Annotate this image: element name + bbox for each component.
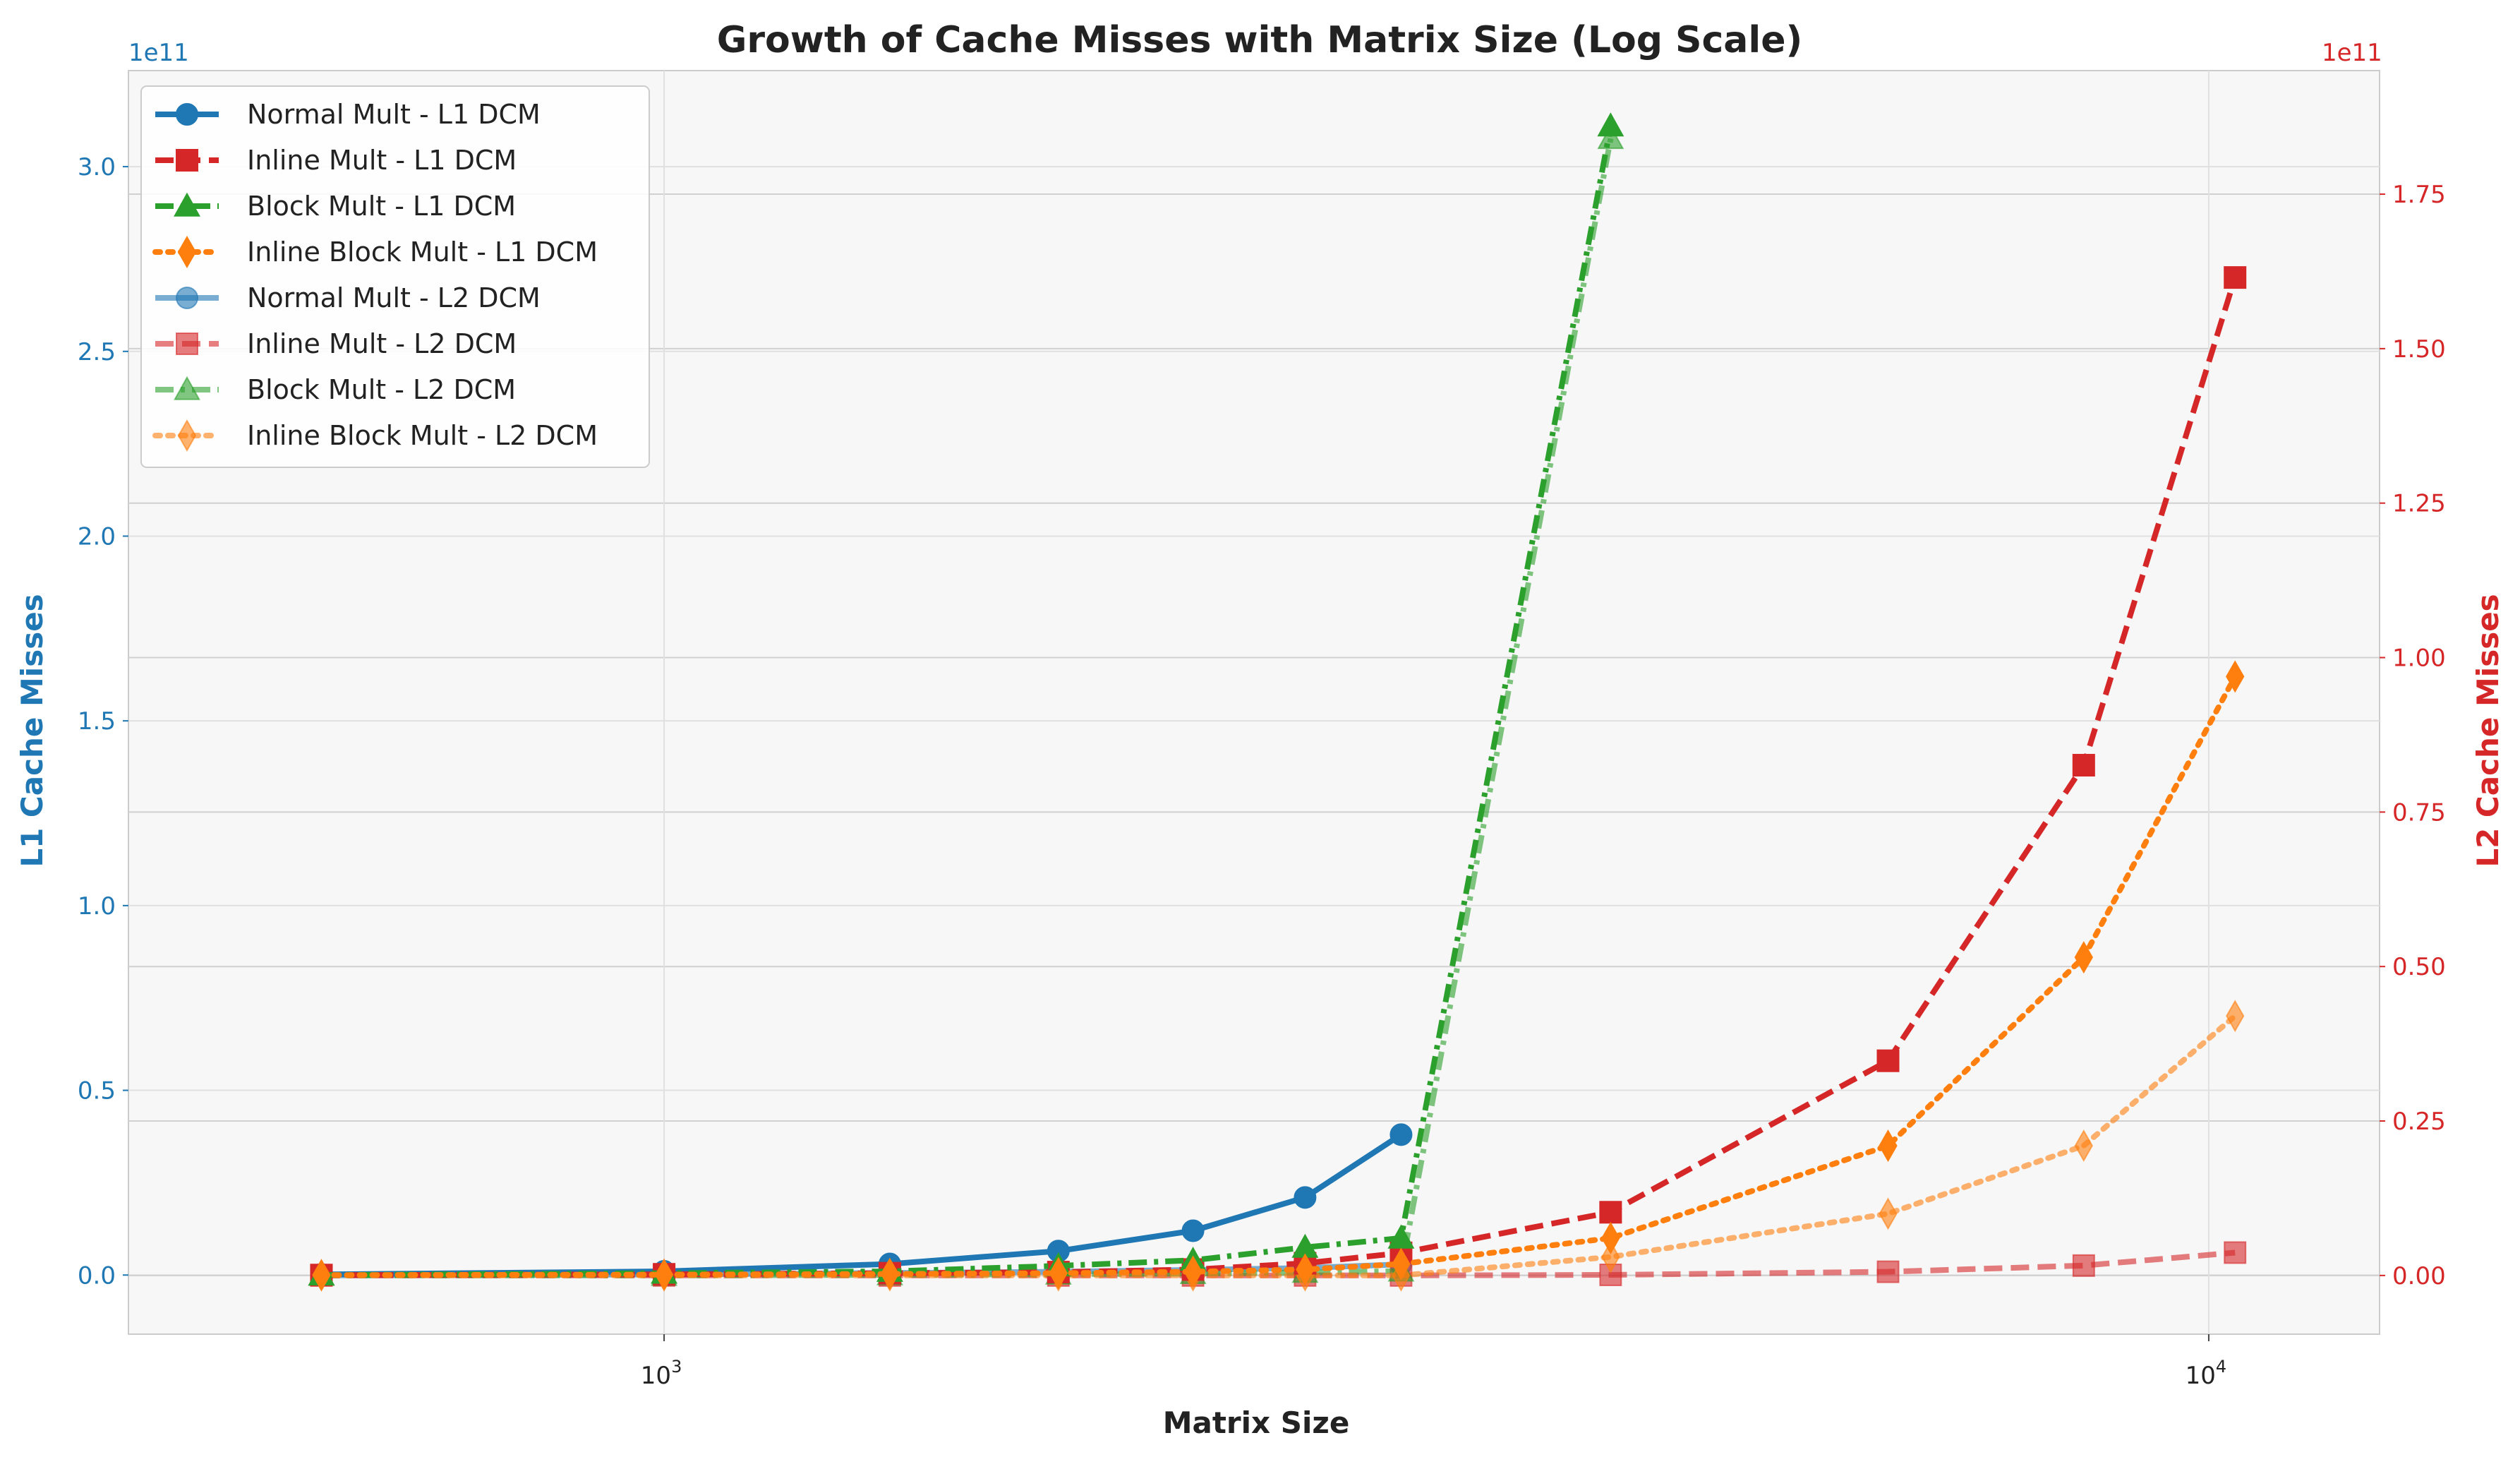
legend-entry: Inline Mult - L2 DCM [155,328,517,359]
y-right-tick-label: 0.00 [2392,1262,2446,1290]
data-point-circle [1389,1123,1413,1146]
data-point-circle [1294,1186,1317,1209]
data-point-square [2224,1241,2247,1264]
data-point-diamond [1601,1240,1620,1273]
y-right-tick-label: 0.50 [2392,953,2446,981]
data-point-diamond [1879,1197,1898,1230]
left-offset-text: 1e11 [128,39,189,67]
legend-label: Block Mult - L2 DCM [247,374,516,405]
data-point-square [1599,1201,1622,1224]
data-point-triangle [1597,112,1624,137]
data-point-triangle [1597,124,1624,150]
data-point-triangle [174,192,200,217]
data-point-diamond [2074,1129,2093,1163]
legend-entry: Block Mult - L2 DCM [155,374,516,405]
y-left-tick-label: 3.0 [78,153,116,181]
x-axis-label: Matrix Size [1163,1405,1350,1440]
legend-box [140,85,650,468]
legend-entry: Normal Mult - L1 DCM [155,99,541,130]
data-point-square [2072,1254,2095,1277]
legend-label: Inline Mult - L1 DCM [247,145,517,176]
y-left-tick-label: 0.0 [78,1261,116,1290]
series-layer [308,112,2247,1292]
x-tick-label: 104 [2186,1357,2227,1390]
y-left-tick-label: 2.5 [78,338,116,366]
legend-entry: Inline Block Mult - L1 DCM [152,235,598,269]
y-right-tick-label: 0.75 [2392,798,2446,827]
y-right-tick-label: 0.25 [2392,1108,2446,1136]
data-point-diamond [2074,941,2093,974]
data-point-diamond [1296,1253,1315,1286]
data-point-square [1876,1260,1900,1283]
legend-label: Normal Mult - L2 DCM [247,282,541,313]
data-point-circle [176,287,198,309]
y-left-tick-label: 1.0 [78,892,116,921]
data-point-circle [1181,1219,1205,1242]
y-right-tick-label: 1.75 [2392,181,2446,209]
legend-label: Inline Mult - L2 DCM [247,328,517,359]
data-point-square [176,332,198,355]
data-point-square [176,149,198,172]
chart-title: Growth of Cache Misses with Matrix Size … [717,19,1803,61]
data-point-diamond [312,1259,331,1292]
y-right-tick-label: 1.25 [2392,490,2446,518]
series-3 [312,660,2245,1292]
legend-label: Inline Block Mult - L1 DCM [247,236,598,268]
data-point-diamond [1601,1221,1620,1254]
data-point-diamond [1879,1129,1898,1163]
y-axis-label-right: L2 Cache Misses [2471,594,2505,867]
y-left-tick-label: 0.5 [78,1077,116,1105]
right-offset-text: 1e11 [2322,39,2382,67]
data-point-diamond [1183,1255,1202,1288]
legend-entry: Inline Block Mult - L2 DCM [152,419,598,452]
y-axis-label-left: L1 Cache Misses [15,594,49,867]
y-right-tick-label: 1.50 [2392,335,2446,364]
legend: Normal Mult - L1 DCM Inline Mult - L1 DCM… [140,85,650,468]
axes: 0.0 0.5 1.0 1.5 2.0 2.5 3.0 0.00 0.25 0.50 0.75 1.0… [78,153,2446,1390]
data-point-diamond [2226,660,2245,693]
data-point-square [1876,1049,1900,1072]
y-left-tick-label: 1.5 [78,707,116,736]
legend-entry: Inline Mult - L1 DCM [155,145,517,176]
legend-entry: Normal Mult - L2 DCM [155,282,541,313]
data-point-diamond [654,1258,674,1291]
data-point-diamond [1392,1247,1411,1281]
y-left-tick-label: 2.0 [78,522,116,551]
legend-entry: Block Mult - L1 DCM [155,191,516,222]
data-point-triangle [174,376,200,400]
data-point-diamond [1049,1257,1068,1290]
data-point-diamond [177,235,197,269]
legend-label: Block Mult - L1 DCM [247,191,516,222]
data-point-square [2224,266,2247,289]
x-tick-label: 103 [641,1357,682,1390]
legend-label: Inline Block Mult - L2 DCM [247,420,598,451]
legend-label: Normal Mult - L1 DCM [247,99,541,130]
y-right-tick-label: 1.00 [2392,644,2446,673]
data-point-diamond [2226,1000,2245,1033]
data-point-diamond [177,419,197,452]
data-point-circle [176,103,198,126]
data-point-square [2072,753,2095,777]
data-point-diamond [880,1257,900,1290]
